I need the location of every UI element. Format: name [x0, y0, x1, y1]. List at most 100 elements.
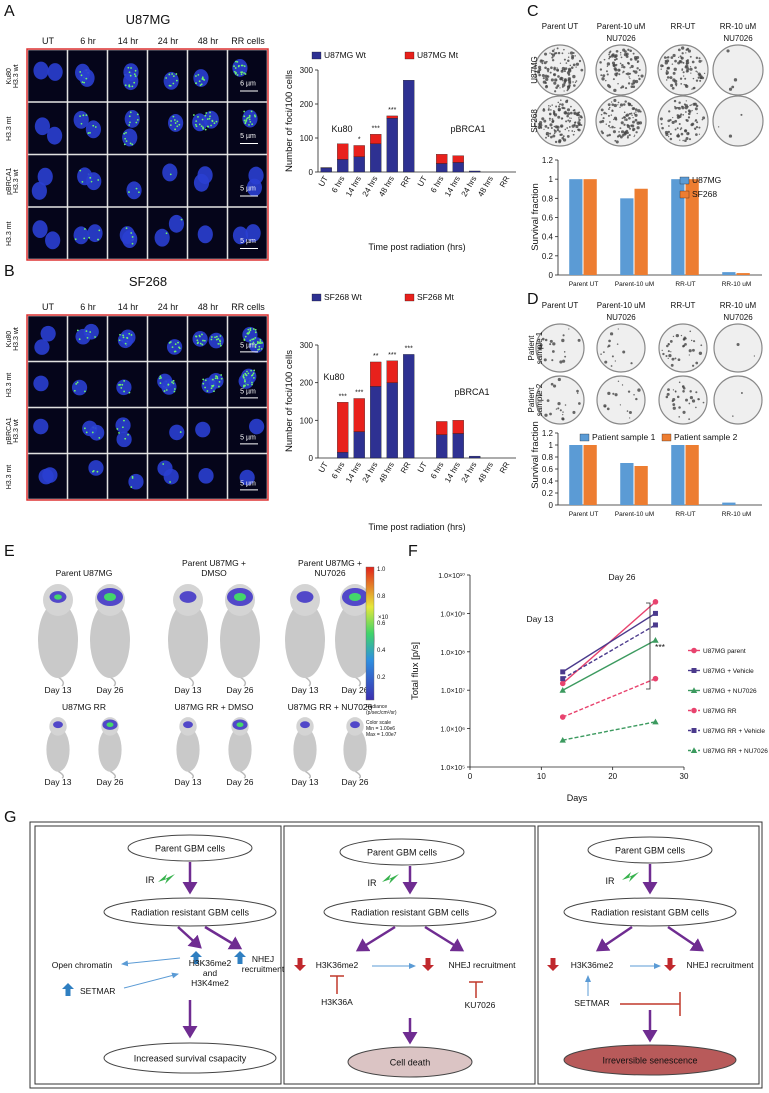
colony	[560, 76, 564, 81]
column-label: RR-UT	[671, 22, 696, 31]
micrograph	[27, 315, 68, 362]
colony	[664, 130, 669, 135]
culture-plate	[596, 323, 646, 373]
colony	[568, 126, 571, 128]
colony	[685, 48, 688, 51]
point	[559, 687, 566, 693]
focus	[169, 173, 172, 176]
nucleus	[33, 375, 49, 392]
colony	[733, 78, 738, 82]
colony	[676, 114, 680, 117]
focus	[220, 374, 223, 376]
colony	[638, 77, 641, 81]
colony	[695, 406, 697, 409]
focus	[250, 369, 253, 372]
x-axis-label: Days	[567, 793, 588, 803]
signal	[179, 591, 197, 603]
nucleus	[40, 325, 56, 342]
colony	[609, 332, 614, 336]
colony	[557, 75, 560, 78]
x-tick-label: 24 hrs	[460, 175, 479, 199]
focus	[169, 341, 172, 343]
colony	[544, 52, 548, 56]
colony	[621, 85, 625, 89]
colony	[623, 123, 626, 126]
colony	[691, 399, 696, 403]
column-label: NU7026	[606, 313, 636, 322]
colony	[631, 82, 634, 86]
focus	[173, 350, 176, 353]
colony	[550, 126, 553, 130]
colony	[538, 65, 542, 69]
colony	[695, 391, 698, 394]
colony	[624, 87, 628, 90]
colony	[572, 133, 575, 136]
x-tick-label: RR-10 uM	[722, 511, 752, 518]
focus	[240, 73, 243, 76]
colony	[677, 48, 681, 52]
row-label: H3.3 wt	[13, 419, 20, 443]
colony	[559, 409, 562, 412]
focus	[89, 331, 92, 333]
colony	[574, 81, 577, 84]
colony	[636, 126, 640, 130]
focus	[245, 119, 248, 121]
arrow	[595, 925, 633, 952]
node	[323, 897, 497, 927]
colony	[611, 61, 616, 65]
y-axis-label: Total flux [p/s]	[410, 642, 421, 700]
legend-swatch	[404, 51, 415, 60]
colony	[670, 351, 672, 353]
colorbar-tick: 1.0	[377, 567, 386, 573]
focus	[218, 380, 221, 383]
row-label: H3.3 mt	[6, 465, 13, 490]
focus	[214, 377, 217, 380]
focus	[204, 128, 207, 131]
colony	[668, 125, 670, 127]
colony	[674, 390, 677, 393]
colony	[685, 62, 688, 65]
colony	[674, 59, 677, 63]
focus	[123, 380, 126, 382]
colony	[620, 121, 624, 125]
colony	[680, 113, 683, 116]
day-label: Day 13	[292, 685, 319, 695]
focus	[202, 339, 204, 342]
micrograph	[187, 102, 228, 155]
nucleus	[32, 220, 48, 239]
colony	[665, 79, 668, 81]
decrease-icon	[664, 958, 676, 971]
colony	[674, 105, 676, 108]
colony	[696, 71, 699, 73]
focus	[195, 75, 197, 77]
colony	[545, 84, 548, 88]
focus	[173, 388, 176, 390]
focus	[244, 380, 247, 383]
panel-label: F	[408, 543, 418, 560]
colony	[542, 77, 545, 80]
nucleus	[71, 379, 88, 396]
diagram-box	[283, 825, 536, 1085]
signal-core	[106, 722, 114, 728]
bar-segment	[436, 163, 448, 173]
colony	[549, 105, 552, 107]
row-label: H3.3 wt	[13, 64, 20, 88]
colony	[628, 134, 631, 137]
focus	[88, 236, 91, 239]
x-tick-label: 14 hrs	[344, 461, 363, 485]
colony	[660, 64, 664, 68]
series-line	[562, 677, 656, 718]
group-label: Ku80	[323, 372, 344, 382]
column-label: UT	[42, 36, 54, 46]
colony	[698, 126, 701, 129]
nucleus	[122, 230, 138, 249]
mouse-body	[343, 727, 367, 772]
row-label: H3.3 mt	[6, 221, 13, 246]
focus	[218, 339, 221, 342]
y-tick-label: 0.6	[542, 465, 554, 474]
colony	[562, 79, 564, 82]
colony	[544, 338, 548, 342]
colony	[608, 55, 612, 59]
colony	[565, 100, 569, 104]
significance: **	[373, 353, 379, 360]
